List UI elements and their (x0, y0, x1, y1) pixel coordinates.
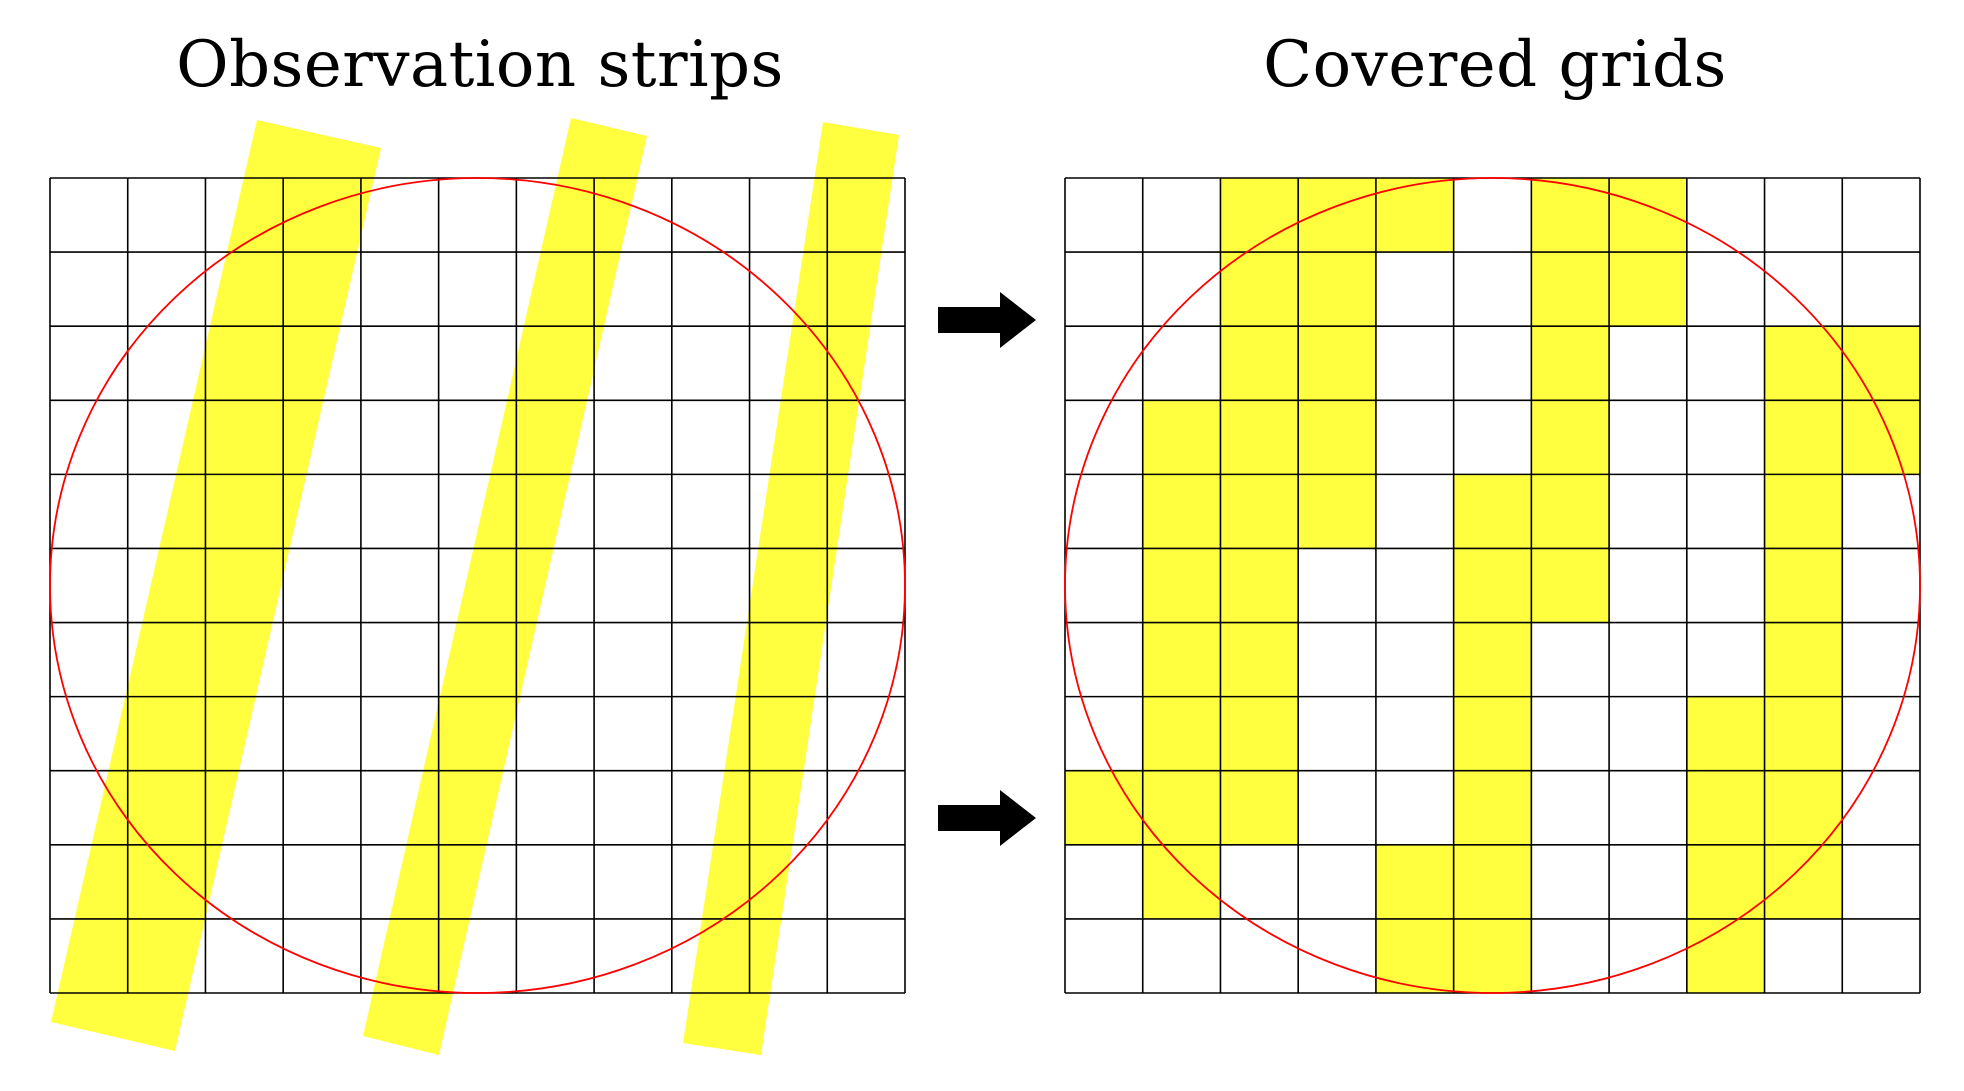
covered-cell (1142, 770, 1221, 846)
covered-cell (1375, 178, 1455, 253)
covered-cell (1220, 326, 1299, 401)
covered-cell (1764, 474, 1843, 549)
covered-cell (1764, 696, 1843, 772)
strip-3 (683, 122, 899, 1055)
covered-cell (1764, 844, 1843, 920)
covered-cell (1609, 252, 1688, 327)
circle-right (1064, 177, 1921, 994)
covered-cell (1531, 548, 1610, 624)
covered-cell (1453, 474, 1532, 549)
covered-cell (1142, 844, 1221, 920)
covered-cell (1686, 844, 1766, 920)
covered-cell (1453, 844, 1532, 920)
circle-left (49, 177, 906, 994)
covered-cell (1298, 400, 1377, 475)
covered-cell (1142, 622, 1221, 698)
covered-cell (1842, 326, 1921, 401)
covered-cell (1142, 548, 1221, 624)
covered-cell (1686, 696, 1766, 772)
covered-cell (1609, 178, 1688, 253)
covered-cell (1453, 918, 1532, 994)
covered-cell (1220, 178, 1299, 253)
covered-cell (1531, 252, 1610, 327)
arrow-lower (938, 790, 1036, 846)
covered-cell (1142, 474, 1221, 549)
covered-cell (1764, 622, 1843, 698)
covered-cell (1686, 770, 1766, 846)
covered-cell (1531, 400, 1610, 475)
covered-cell (1453, 696, 1532, 772)
covered-cell (1298, 326, 1377, 401)
strip-2 (363, 118, 647, 1055)
strips-layer (51, 118, 899, 1055)
covered-grids-panel (1064, 177, 1921, 994)
covered-cell (1453, 770, 1532, 846)
covered-cell (1220, 252, 1299, 327)
covered-cell (1220, 696, 1299, 772)
covered-cell (1375, 918, 1455, 994)
covered-cell (1142, 696, 1221, 772)
covered-cell (1220, 548, 1299, 624)
covered-cell (1220, 622, 1299, 698)
covered-cell (1375, 844, 1455, 920)
covered-cell (1531, 474, 1610, 549)
covered-cells-layer (1065, 178, 1921, 994)
covered-cell (1764, 770, 1843, 846)
covered-cell (1453, 622, 1532, 698)
title-observation-strips: Observation strips (176, 28, 784, 102)
covered-cell (1764, 548, 1843, 624)
observation-strips-panel (49, 118, 906, 1055)
covered-cell (1220, 400, 1299, 475)
arrows-layer (938, 292, 1036, 846)
covered-cell (1842, 400, 1921, 475)
strip-1 (51, 120, 381, 1051)
covered-cell (1220, 474, 1299, 549)
covered-cell (1142, 400, 1221, 475)
title-covered-grids: Covered grids (1263, 28, 1727, 102)
covered-cell (1298, 178, 1377, 253)
covered-cell (1686, 918, 1766, 994)
covered-cell (1453, 548, 1532, 624)
covered-cell (1531, 178, 1610, 253)
covered-cell (1220, 770, 1299, 846)
covered-cell (1065, 770, 1144, 846)
covered-cell (1764, 326, 1843, 401)
covered-cell (1531, 326, 1610, 401)
covered-cell (1298, 474, 1377, 549)
covered-cell (1298, 252, 1377, 327)
covered-cell (1764, 400, 1843, 475)
arrow-upper (938, 292, 1036, 348)
